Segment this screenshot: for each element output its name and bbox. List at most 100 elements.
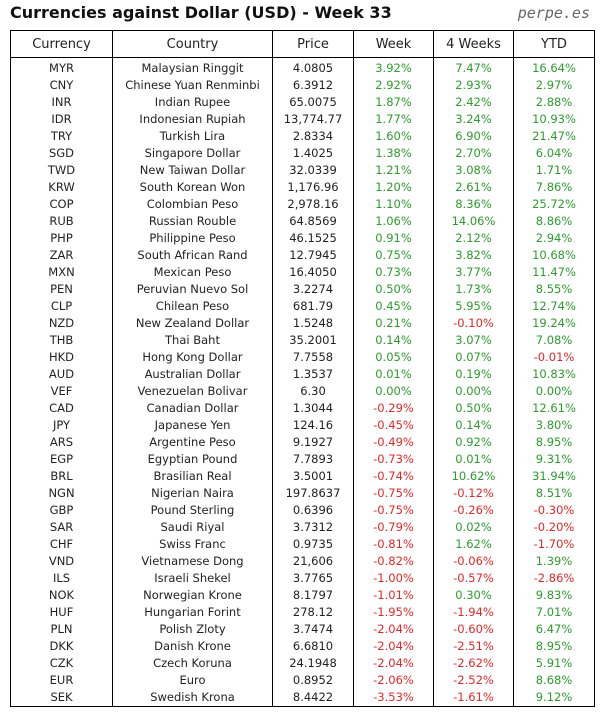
currency-code: KRW: [10, 179, 113, 196]
currency-code: CNY: [10, 77, 113, 94]
price: 124.16: [272, 417, 354, 434]
week-change: -0.81%: [353, 536, 434, 553]
price: 13,774.77: [272, 111, 354, 128]
currency-code: HUF: [10, 604, 113, 621]
ytd-change: 2.88%: [513, 94, 595, 111]
four-week-change: 2.70%: [433, 145, 514, 162]
four-week-change: -1.94%: [433, 604, 514, 621]
price: 8.1797: [272, 587, 354, 604]
price: 24.1948: [272, 655, 354, 672]
currency-code: VEF: [10, 383, 113, 400]
ytd-change: 8.51%: [513, 485, 595, 502]
ytd-change: -0.30%: [513, 502, 595, 519]
four-week-change: 6.90%: [433, 128, 514, 145]
week-change: 0.01%: [353, 366, 434, 383]
week-change: 0.75%: [353, 247, 434, 264]
currency-code: TRY: [10, 128, 113, 145]
week-change: -1.00%: [353, 570, 434, 587]
price: 1.5248: [272, 315, 354, 332]
ytd-change: 8.86%: [513, 213, 595, 230]
four-week-change: -0.57%: [433, 570, 514, 587]
currency-code: EUR: [10, 672, 113, 689]
ytd-change: 8.55%: [513, 281, 595, 298]
table-row: CHF Swiss Franc 0.9735 -0.81% 1.62% -1.70%: [10, 536, 595, 553]
four-week-change: 0.01%: [433, 451, 514, 468]
currency-code: CZK: [10, 655, 113, 672]
week-change: 0.91%: [353, 230, 434, 247]
country: Swiss Franc: [112, 536, 273, 553]
week-change: -1.95%: [353, 604, 434, 621]
week-change: -2.04%: [353, 621, 434, 638]
ytd-change: -2.86%: [513, 570, 595, 587]
ytd-change: 5.91%: [513, 655, 595, 672]
country: Chinese Yuan Renminbi: [112, 77, 273, 94]
country: Chilean Peso: [112, 298, 273, 315]
price: 3.7765: [272, 570, 354, 587]
price: 6.6810: [272, 638, 354, 655]
table-row: SEK Swedish Krona 8.4422 -3.53% -1.61% 9.12%: [10, 689, 595, 707]
four-week-change: -0.12%: [433, 485, 514, 502]
week-change: -0.73%: [353, 451, 434, 468]
four-week-change: 0.00%: [433, 383, 514, 400]
table-row: GBP Pound Sterling 0.6396 -0.75% -0.26% -0.30…: [10, 502, 595, 519]
week-change: -0.74%: [353, 468, 434, 485]
country: Egyptian Pound: [112, 451, 273, 468]
ytd-change: 7.08%: [513, 332, 595, 349]
price: 9.1927: [272, 434, 354, 451]
country: Polish Zloty: [112, 621, 273, 638]
price: 2,978.16: [272, 196, 354, 213]
week-change: -0.82%: [353, 553, 434, 570]
week-change: -0.75%: [353, 485, 434, 502]
price: 2.8334: [272, 128, 354, 145]
ytd-change: -0.01%: [513, 349, 595, 366]
price: 16.4050: [272, 264, 354, 281]
ytd-change: 12.61%: [513, 400, 595, 417]
ytd-change: 10.83%: [513, 366, 595, 383]
week-change: -0.49%: [353, 434, 434, 451]
currency-code: CLP: [10, 298, 113, 315]
ytd-change: 25.72%: [513, 196, 595, 213]
four-week-change: 1.62%: [433, 536, 514, 553]
table-row: ILS Israeli Shekel 3.7765 -1.00% -0.57% -2.86…: [10, 570, 595, 587]
table-row: CAD Canadian Dollar 1.3044 -0.29% 0.50% 12.61…: [10, 400, 595, 417]
week-change: -3.53%: [353, 689, 434, 707]
four-week-change: 3.07%: [433, 332, 514, 349]
week-change: 1.10%: [353, 196, 434, 213]
ytd-change: 6.04%: [513, 145, 595, 162]
table-row: SAR Saudi Riyal 3.7312 -0.79% 0.02% -0.20%: [10, 519, 595, 536]
four-week-change: 10.62%: [433, 468, 514, 485]
price: 3.2274: [272, 281, 354, 298]
currency-code: AUD: [10, 366, 113, 383]
four-week-change: 0.02%: [433, 519, 514, 536]
week-change: -2.06%: [353, 672, 434, 689]
table-row: BRL Brasilian Real 3.5001 -0.74% 10.62% 31.94…: [10, 468, 595, 485]
country: Russian Rouble: [112, 213, 273, 230]
week-change: -0.45%: [353, 417, 434, 434]
table-row: VND Vietnamese Dong 21,606 -0.82% -0.06% 1.39…: [10, 553, 595, 570]
table-row: TWD New Taiwan Dollar 32.0339 1.21% 3.08% 1.7…: [10, 162, 595, 179]
table-row: EUR Euro 0.8952 -2.06% -2.52% 8.68%: [10, 672, 595, 689]
price: 1,176.96: [272, 179, 354, 196]
currency-code: DKK: [10, 638, 113, 655]
price: 6.3912: [272, 77, 354, 94]
price: 3.7312: [272, 519, 354, 536]
week-change: 0.45%: [353, 298, 434, 315]
ytd-change: 11.47%: [513, 264, 595, 281]
price: 65.0075: [272, 94, 354, 111]
currency-code: MYR: [10, 57, 113, 77]
currency-code: INR: [10, 94, 113, 111]
price: 12.7945: [272, 247, 354, 264]
ytd-change: 16.64%: [513, 57, 595, 77]
currency-code: CHF: [10, 536, 113, 553]
country: New Taiwan Dollar: [112, 162, 273, 179]
table-row: EGP Egyptian Pound 7.7893 -0.73% 0.01% 9.31%: [10, 451, 595, 468]
four-week-change: 5.95%: [433, 298, 514, 315]
country: Euro: [112, 672, 273, 689]
week-change: 0.05%: [353, 349, 434, 366]
country: Vietnamese Dong: [112, 553, 273, 570]
table-row: PHP Philippine Peso 46.1525 0.91% 2.12% 2.94%: [10, 230, 595, 247]
ytd-change: 2.94%: [513, 230, 595, 247]
title: Currencies against Dollar (USD) - Week 3…: [10, 3, 392, 22]
column-header: Price: [272, 30, 354, 58]
four-week-change: 3.08%: [433, 162, 514, 179]
